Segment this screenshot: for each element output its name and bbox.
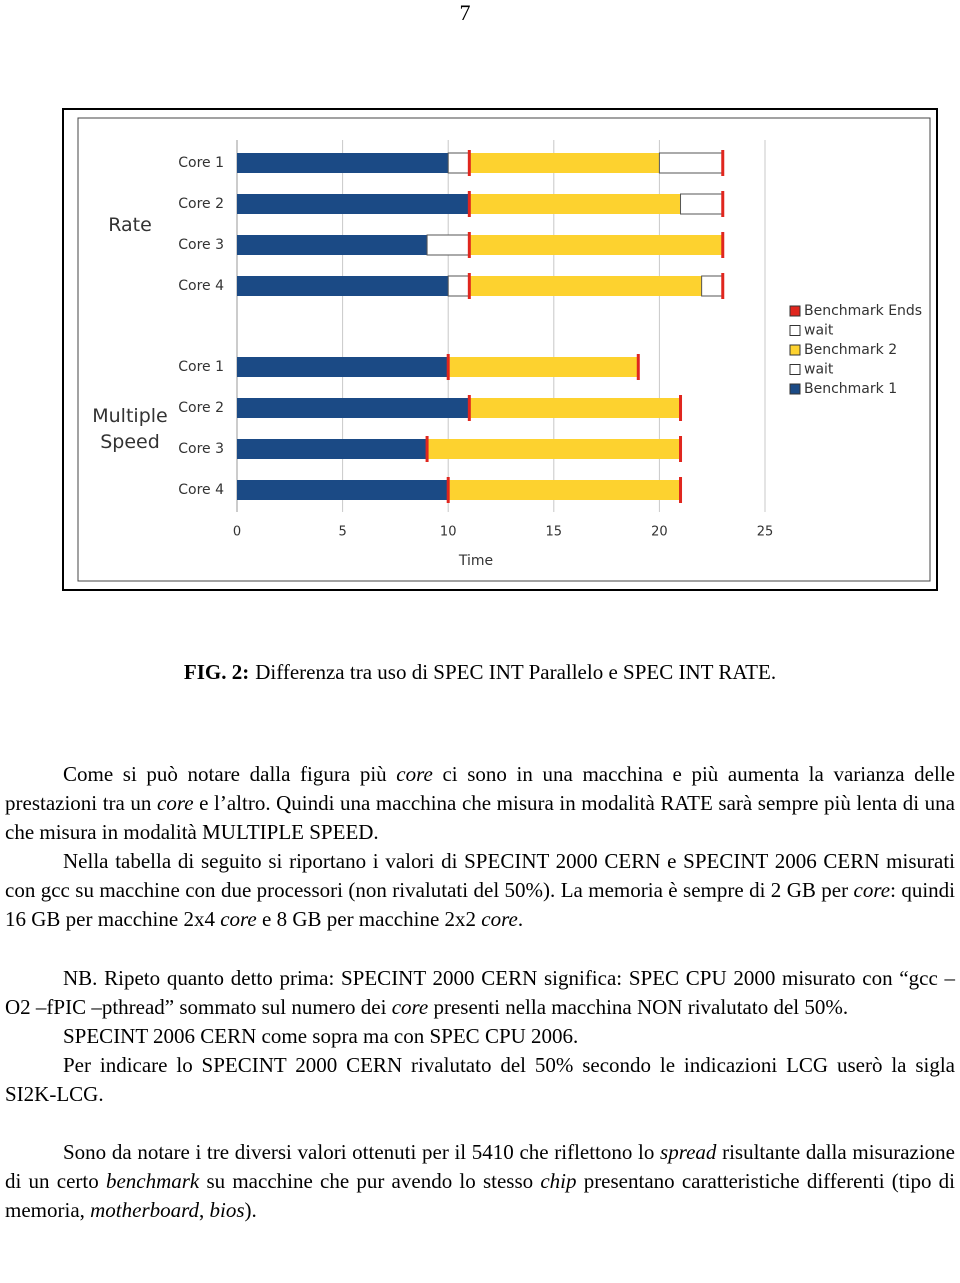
italic-text: bios: [209, 1198, 245, 1222]
bar-segment: [237, 276, 449, 296]
bar-segment: [469, 153, 660, 173]
y-tick-label: Core 2: [178, 400, 224, 416]
bar-segment: [680, 193, 724, 215]
bar-segment: [658, 152, 724, 174]
italic-text: core: [481, 907, 518, 931]
italic-text: core: [391, 995, 429, 1019]
italic-text: core: [157, 791, 194, 815]
y-tick-label: Core 4: [178, 482, 224, 498]
legend-label: Benchmark 2: [804, 342, 897, 358]
text-run: ,: [199, 1198, 210, 1222]
bar-segment: [237, 357, 449, 377]
caption-label: FIG. 2:: [183, 660, 250, 684]
bar-segment: [426, 234, 470, 256]
caption-text: Differenza tra uso di SPEC INT Parallelo…: [255, 660, 777, 684]
text-run: Per indicare lo SPECINT 2000 CERN rivalu…: [5, 1053, 955, 1106]
paragraph: NB. Ripeto quanto detto prima: SPECINT 2…: [5, 964, 955, 1022]
text-run: presenti nella macchina NON rivalutato d…: [428, 995, 849, 1019]
x-tick-label: 25: [757, 525, 774, 540]
bar-segment: [237, 398, 470, 418]
bar-segment: [237, 235, 428, 255]
bar-segment: [447, 275, 470, 297]
frame: [62, 108, 938, 591]
y-tick-label: Core 3: [178, 441, 224, 457]
text-run: risultante dalla misurazione di un certo: [5, 1140, 955, 1193]
x-tick-label: 15: [546, 525, 563, 540]
italic-text: chip: [540, 1169, 577, 1193]
bar-segment: [469, 235, 723, 255]
bar-segment: [448, 357, 639, 377]
y-tick-label: Core 3: [178, 237, 224, 253]
legend-label: wait: [804, 362, 834, 378]
y-tick-label: Core 1: [178, 155, 224, 171]
bar-segment: [237, 480, 449, 500]
caption: FIG. 2: Differenza tra uso di SPEC INT Pa…: [0, 660, 960, 685]
bar-segment: [237, 439, 428, 459]
y-tick-label: Core 2: [178, 196, 224, 212]
text-run: .: [517, 907, 524, 931]
page-number: 7: [459, 0, 471, 25]
legend-label: Benchmark Ends: [804, 303, 922, 319]
x-axis-label: Time: [458, 553, 493, 569]
italic-text: spread: [660, 1140, 717, 1164]
bar-segment: [237, 194, 470, 214]
italic-text: core: [396, 762, 433, 786]
bar-segment: [427, 439, 681, 459]
inner-frame: [77, 117, 931, 582]
x-tick-label: 10: [440, 525, 457, 540]
text-run: SPECINT 2006 CERN come sopra ma con SPEC…: [63, 1024, 579, 1048]
text-run: Come si può notare dalla figura più: [63, 762, 397, 786]
text-run: presentano caratteristiche differenti (t…: [5, 1169, 955, 1222]
text-run: su macchine che pur avendo lo stesso: [199, 1169, 541, 1193]
italic-text: core: [853, 878, 891, 902]
x-tick-label: 5: [338, 525, 346, 540]
paragraph: Per indicare lo SPECINT 2000 CERN rivalu…: [5, 1051, 955, 1109]
paragraph: Sono da notare i tre diversi valori otte…: [5, 1138, 955, 1225]
text-run: Nella tabella di seguito si riportano i …: [5, 849, 955, 902]
bar-segment: [237, 153, 449, 173]
bar-segment: [469, 276, 702, 296]
text-run: e l’altro. Quindi una macchina che misur…: [5, 791, 956, 844]
legend-label: wait: [804, 323, 834, 339]
text-run: Sono da notare i tre diversi valori otte…: [63, 1140, 661, 1164]
bar-segment: [701, 275, 724, 297]
legend-swatch: [789, 325, 801, 336]
y-tick-label: Core 1: [178, 359, 224, 375]
text-run: ).: [244, 1198, 257, 1222]
paragraph: SPECINT 2006 CERN come sopra ma con SPEC…: [5, 1022, 955, 1051]
paragraph: Come si può notare dalla figura più core…: [5, 760, 955, 847]
legend-swatch: [789, 364, 801, 375]
bar-segment: [469, 194, 681, 214]
legend-swatch: [789, 383, 801, 395]
italic-text: core: [220, 907, 257, 931]
bar-segment: [447, 152, 470, 174]
bar-segment: [448, 480, 681, 500]
x-tick-label: 0: [233, 525, 241, 540]
y-tick-label: Core 4: [178, 278, 224, 294]
italic-text: benchmark: [105, 1169, 200, 1193]
italic-text: motherboard: [90, 1198, 200, 1222]
chart: Time 0 5 10 15 20 25 Core 1 Core 2 Core 3 Core 4 C…: [62, 108, 938, 591]
bar-segment: [469, 398, 681, 418]
legend-swatch: [789, 344, 801, 356]
text-run: NB. Ripeto quanto detto prima: SPECINT 2…: [5, 966, 955, 1019]
group-label: Multiple Speed: [92, 404, 168, 453]
paragraph: Nella tabella di seguito si riportano i …: [5, 847, 955, 934]
legend-swatch: [789, 305, 801, 317]
text-run: : quindi 16 GB per macchine 2x4: [5, 878, 955, 931]
body-text: Come si può notare dalla figura più core…: [5, 760, 955, 1225]
x-tick-label: 20: [651, 525, 668, 540]
legend-label: Benchmark 1: [804, 381, 897, 397]
group-label: Rate: [108, 213, 152, 236]
text-run: ci sono in una macchina e più aumenta la…: [5, 762, 955, 815]
text-run: e 8 GB per macchine 2x2: [256, 907, 482, 931]
